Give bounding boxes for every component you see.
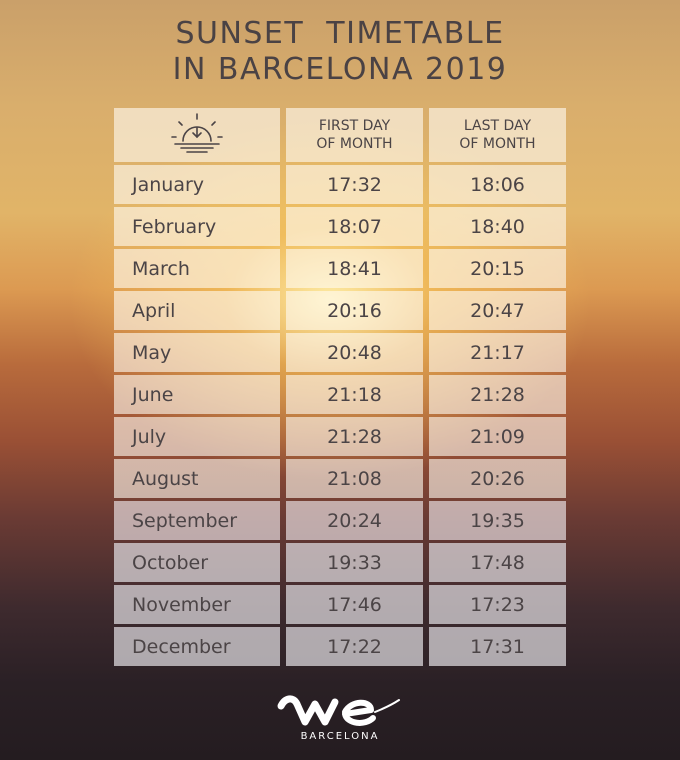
month-label: March — [114, 249, 280, 288]
month-label: January — [114, 165, 280, 204]
month-label: February — [114, 207, 280, 246]
first-day-time: 20:16 — [286, 291, 423, 330]
sunset-icon — [171, 113, 223, 153]
last-day-time: 21:28 — [429, 375, 566, 414]
first-day-time: 20:24 — [286, 501, 423, 540]
first-day-time: 20:48 — [286, 333, 423, 372]
header-icon-cell — [114, 108, 280, 162]
last-day-time: 21:17 — [429, 333, 566, 372]
header-last-day-line1: LAST DAY — [463, 118, 532, 134]
last-day-time: 18:40 — [429, 207, 566, 246]
title-line-1: SUNSET TIMETABLE — [175, 16, 505, 51]
header-first-day-line2: OF MONTH — [316, 136, 393, 152]
last-day-time: 21:09 — [429, 417, 566, 456]
month-label: June — [114, 375, 280, 414]
month-label: April — [114, 291, 280, 330]
month-label: November — [114, 585, 280, 624]
title-line-2: IN BARCELONA 2019 — [172, 52, 508, 87]
month-label: August — [114, 459, 280, 498]
first-day-time: 19:33 — [286, 543, 423, 582]
first-day-time: 18:07 — [286, 207, 423, 246]
month-label: September — [114, 501, 280, 540]
last-day-time: 18:06 — [429, 165, 566, 204]
last-day-time: 17:31 — [429, 627, 566, 666]
last-day-time: 20:26 — [429, 459, 566, 498]
first-day-time: 17:22 — [286, 627, 423, 666]
first-day-time: 21:08 — [286, 459, 423, 498]
header-first-day-line1: FIRST DAY — [318, 118, 391, 134]
last-day-time: 20:15 — [429, 249, 566, 288]
last-day-time: 20:47 — [429, 291, 566, 330]
header-last-day: LAST DAY OF MONTH — [429, 108, 566, 162]
last-day-time: 17:23 — [429, 585, 566, 624]
month-label: December — [114, 627, 280, 666]
we-barcelona-logo — [0, 690, 680, 736]
last-day-time: 17:48 — [429, 543, 566, 582]
month-label: October — [114, 543, 280, 582]
month-label: July — [114, 417, 280, 456]
logo-subtitle: BARCELONA — [300, 731, 380, 742]
last-day-time: 19:35 — [429, 501, 566, 540]
logo-icon — [277, 695, 400, 726]
month-label: May — [114, 333, 280, 372]
first-day-time: 18:41 — [286, 249, 423, 288]
header-last-day-line2: OF MONTH — [459, 136, 536, 152]
header-first-day: FIRST DAY OF MONTH — [286, 108, 423, 162]
first-day-time: 21:28 — [286, 417, 423, 456]
first-day-time: 21:18 — [286, 375, 423, 414]
first-day-time: 17:32 — [286, 165, 423, 204]
page-title: SUNSET TIMETABLE IN BARCELONA 2019 — [0, 16, 680, 88]
first-day-time: 17:46 — [286, 585, 423, 624]
